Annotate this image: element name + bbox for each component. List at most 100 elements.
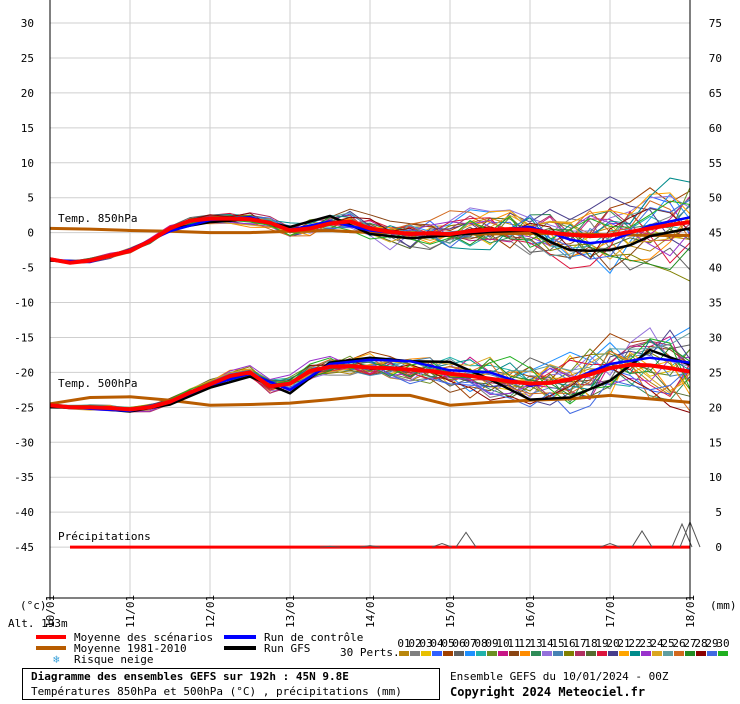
pert-legend-id: 25 [661,637,674,650]
right-tick-label: 40 [709,262,722,275]
pert-legend-swatch [498,651,508,656]
pert-legend-id: 14 [540,637,554,650]
main-series [49,214,701,549]
right-tick-label: 5 [715,506,722,519]
precip-peak [455,531,477,548]
pert-legend-id: 04 [430,637,444,650]
t850-member-10 [49,196,691,262]
right-tick-label: 55 [709,157,722,170]
pert-legend-id: 09 [485,637,498,650]
right-unit: (mm) [710,599,737,612]
precip-peak [359,545,381,548]
legend-gfs: Run GFS [264,642,310,655]
pert-legend-id: 10 [496,637,509,650]
pert-legend-id: 05 [441,637,454,650]
pert-legend-id: 03 [419,637,432,650]
pert-legend-swatch [487,651,497,656]
pert-legend-id: 02 [408,637,421,650]
date-tick-label: 11/01 [124,595,137,628]
date-tick-label: 10/01 [44,595,57,628]
left-tick-label: 0 [27,227,34,240]
precip-peak [671,522,693,548]
pert-legend-swatch [399,651,409,656]
pert-legend-swatch [553,651,563,656]
pert-legend-swatch [586,651,596,656]
pert-legend-id: 13 [529,637,542,650]
panel-labels: Temp. 850hPa Temp. 500hPa Précipitations… [8,212,737,630]
precip-peak [319,545,341,548]
date-tick-label: 12/01 [204,595,217,628]
diagram-title: Diagramme des ensembles GEFS sur 192h : … [31,670,349,683]
pert-legend-swatch [443,651,453,656]
legend: Moyenne des scénarios Moyenne 1981-2010 … [36,631,400,666]
left-tick-label: -30 [14,436,34,449]
pert-legend-id: 22 [628,637,641,650]
legend-control: Run de contrôle [264,631,363,644]
left-tick-label: -5 [21,262,34,275]
left-tick-label: -25 [14,401,34,414]
left-tick-label: -20 [14,366,34,379]
altitude-label: Alt. 193m [8,617,68,630]
precip-peak [599,543,621,548]
grid-lines [49,0,691,598]
left-tick-label: 25 [21,52,34,65]
left-tick-label: 20 [21,87,34,100]
left-unit: (°c) [20,599,47,612]
pert-legend-swatch [685,651,695,656]
right-tick-label: 15 [709,436,722,449]
pert-legend-id: 27 [683,637,696,650]
pert-legend-swatch [542,651,552,656]
legend-climatology: Moyenne 1981-2010 [74,642,187,655]
right-tick-label: 35 [709,297,722,310]
right-tick-label: 20 [709,401,722,414]
date-tick-label: 17/01 [604,595,617,628]
pert-legend-swatch [410,651,420,656]
pert-legend-swatch [674,651,684,656]
pert-legend-swatch [564,651,574,656]
t500-climatology-line [49,393,691,407]
precip-peak [631,530,653,548]
left-tick-label: -15 [14,331,34,344]
pert-legend-swatch [575,651,585,656]
pert-legend-id: 07 [463,637,476,650]
left-tick-label: 10 [21,157,34,170]
pert-legend-swatch [663,651,673,656]
pert-legend-id: 08 [474,637,487,650]
pert-legend-id: 17 [573,637,586,650]
label-precip: Précipitations [58,530,151,543]
date-tick-label: 18/01 [684,595,697,628]
pert-legend-id: 29 [705,637,718,650]
pert-legend-id: 20 [606,637,619,650]
pert-legend-swatch [608,651,618,656]
right-tick-label: 50 [709,192,722,205]
right-tick-label: 75 [709,17,722,30]
perturbation-legend: 0102030405060708091011121314151617181920… [397,637,730,656]
pert-legend-id: 26 [672,637,685,650]
pert-legend-swatch [421,651,431,656]
pert-legend-id: 01 [397,637,410,650]
pert-legend-id: 30 [716,637,729,650]
pert-legend-id: 06 [452,637,465,650]
pert-legend-swatch [652,651,662,656]
pert-legend-swatch [619,651,629,656]
copyright: Copyright 2024 Meteociel.fr [450,685,646,699]
pert-legend-id: 11 [507,637,520,650]
pert-legend-swatch [707,651,717,656]
pert-legend-swatch [509,651,519,656]
diagram-caption-box: Diagramme des ensembles GEFS sur 192h : … [22,668,440,700]
right-tick-label: 0 [715,541,722,554]
perts-label: 30 Perts. [340,646,400,659]
left-tick-label: -45 [14,541,34,554]
pert-legend-id: 12 [518,637,531,650]
pert-legend-swatch [520,651,530,656]
pert-legend-swatch [531,651,541,656]
pert-legend-swatch [718,651,728,656]
pert-legend-swatch [454,651,464,656]
pert-legend-swatch [597,651,607,656]
right-tick-label: 25 [709,366,722,379]
pert-legend-id: 28 [694,637,707,650]
run-info: Ensemble GEFS du 10/01/2024 - 00Z [450,670,669,683]
